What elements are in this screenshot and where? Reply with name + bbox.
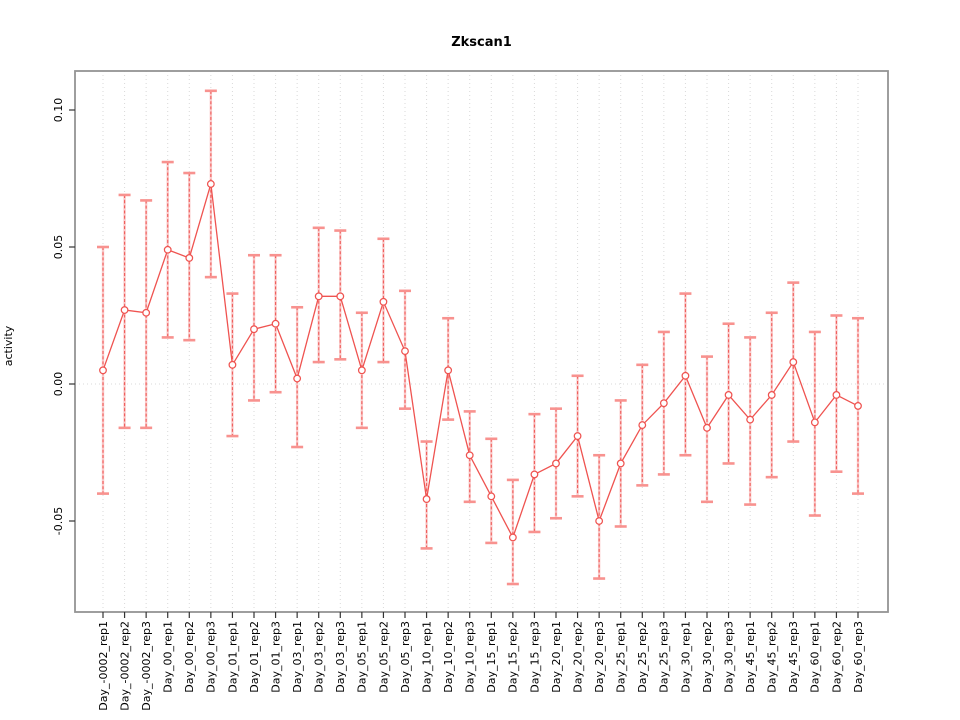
data-point (552, 459, 560, 468)
data-point (530, 470, 539, 479)
x-tick-label: Day_20_rep2 (571, 621, 584, 693)
data-point (508, 533, 517, 542)
data-point (401, 347, 409, 356)
data-point (142, 308, 151, 317)
data-point (163, 245, 172, 254)
x-tick-label: Day_25_rep1 (615, 621, 628, 693)
data-point (724, 391, 733, 399)
x-tick-label: Day_-0002_rep1 (97, 621, 110, 711)
data-point (616, 459, 625, 468)
x-tick-label: Day_45_rep2 (766, 621, 779, 693)
data-point (206, 180, 215, 188)
data-point (659, 399, 668, 408)
x-tick-label: Day_03_rep3 (334, 621, 347, 693)
x-tick-label: Day_01_rep2 (248, 621, 261, 693)
x-tick-label: Day_05_rep2 (377, 621, 390, 693)
data-point (832, 391, 841, 399)
x-tick-label: Day_01_rep1 (226, 621, 239, 693)
x-tick-label: Day_25_rep2 (636, 621, 649, 693)
x-tick-label: Day_05_rep1 (356, 621, 369, 693)
x-tick-label: Day_20_rep3 (593, 621, 606, 693)
x-tick-label: Day_10_rep1 (420, 621, 433, 693)
x-tick-label: Day_03_rep1 (291, 621, 304, 693)
x-tick-label: Day_-0002_rep2 (118, 621, 131, 711)
data-point (422, 495, 431, 504)
x-tick-label: Day_01_rep3 (269, 621, 282, 693)
data-point (357, 366, 366, 375)
data-point (487, 492, 496, 501)
data-point (99, 366, 107, 375)
data-point (595, 517, 604, 525)
data-point (638, 421, 647, 430)
x-tick-label: Day_15_rep3 (528, 621, 541, 693)
x-tick-label: Day_00_rep2 (183, 621, 196, 693)
x-tick-label: Day_45_rep1 (744, 621, 757, 693)
data-point (336, 292, 345, 301)
data-point (854, 401, 862, 410)
x-tick-label: Day_60_rep3 (852, 621, 865, 693)
x-tick-label: Day_10_rep3 (464, 621, 477, 693)
data-point (746, 415, 755, 424)
x-tick-label: Day_10_rep2 (442, 621, 455, 693)
data-point (703, 423, 711, 432)
x-tick-label: Day_15_rep1 (485, 621, 498, 693)
x-tick-label: Day_05_rep3 (399, 621, 412, 693)
x-tick-label: Day_03_rep2 (313, 621, 326, 693)
series-line (102, 183, 859, 540)
data-point (293, 374, 302, 383)
y-tick-label: 0.10 (52, 98, 65, 123)
x-tick-label: Day_30_rep3 (722, 621, 735, 693)
data-point (120, 306, 129, 314)
data-point (228, 360, 237, 369)
data-point (810, 418, 819, 427)
data-point (379, 297, 388, 306)
x-tick-label: Day_45_rep3 (787, 621, 800, 693)
x-tick-label: Day_20_rep1 (550, 621, 563, 693)
data-point (444, 366, 453, 375)
data-point (465, 451, 474, 460)
x-tick-label: Day_00_rep1 (162, 621, 175, 693)
x-tick-label: Day_60_rep2 (830, 621, 843, 693)
data-point (314, 292, 323, 301)
data-point (573, 432, 582, 440)
y-tick-label: 0.05 (52, 235, 65, 260)
y-tick-label: -0.05 (52, 507, 65, 535)
chart-title: Zkscan1 (451, 35, 512, 50)
data-point (681, 371, 690, 380)
x-tick-label: Day_-0002_rep3 (140, 621, 153, 711)
data-point (271, 319, 280, 328)
x-tick-label: Day_30_rep1 (679, 621, 692, 693)
data-point (185, 254, 194, 262)
plot-frame (74, 70, 889, 613)
data-point (250, 325, 258, 334)
x-tick-label: Day_00_rep3 (205, 621, 218, 693)
x-tick-label: Day_60_rep1 (809, 621, 822, 693)
data-point (767, 391, 776, 399)
y-tick-label: 0.00 (52, 372, 65, 397)
x-tick-label: Day_30_rep2 (701, 621, 714, 693)
x-tick-label: Day_25_rep3 (658, 621, 671, 693)
x-tick-label: Day_15_rep2 (507, 621, 520, 693)
data-point (789, 358, 798, 367)
